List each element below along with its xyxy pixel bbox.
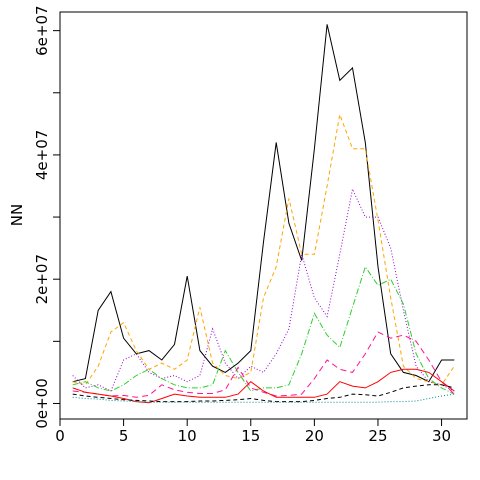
x-tick-label: 5 — [119, 427, 129, 445]
y-axis: 0e+00 2e+07 4e+07 6e+07 — [33, 5, 61, 429]
y-tick-label: 6e+07 — [33, 5, 51, 55]
x-tick-label: 15 — [241, 427, 260, 445]
y-tick-label: 0e+00 — [33, 378, 51, 428]
x-tick-label: 0 — [55, 427, 65, 445]
series-line-5 — [72, 331, 455, 398]
plot-area-frame — [59, 11, 468, 420]
series-line-4 — [72, 265, 455, 395]
series-line-6 — [72, 368, 455, 404]
x-tick-label: 30 — [432, 427, 451, 445]
y-tick-label: 2e+07 — [33, 254, 51, 304]
x-tick-label: 10 — [178, 427, 197, 445]
series-line-8 — [72, 393, 455, 403]
y-axis-label: NN — [8, 204, 26, 226]
x-tick-label: 25 — [368, 427, 387, 445]
x-tick-label: 20 — [305, 427, 324, 445]
series-line-2 — [72, 112, 455, 386]
series-layer — [72, 24, 455, 404]
series-line-1 — [72, 24, 455, 383]
series-line-7 — [72, 384, 455, 403]
x-axis: 0 5 10 15 20 25 30 — [55, 418, 451, 445]
y-tick-label: 4e+07 — [33, 130, 51, 180]
series-line-3 — [72, 187, 455, 392]
